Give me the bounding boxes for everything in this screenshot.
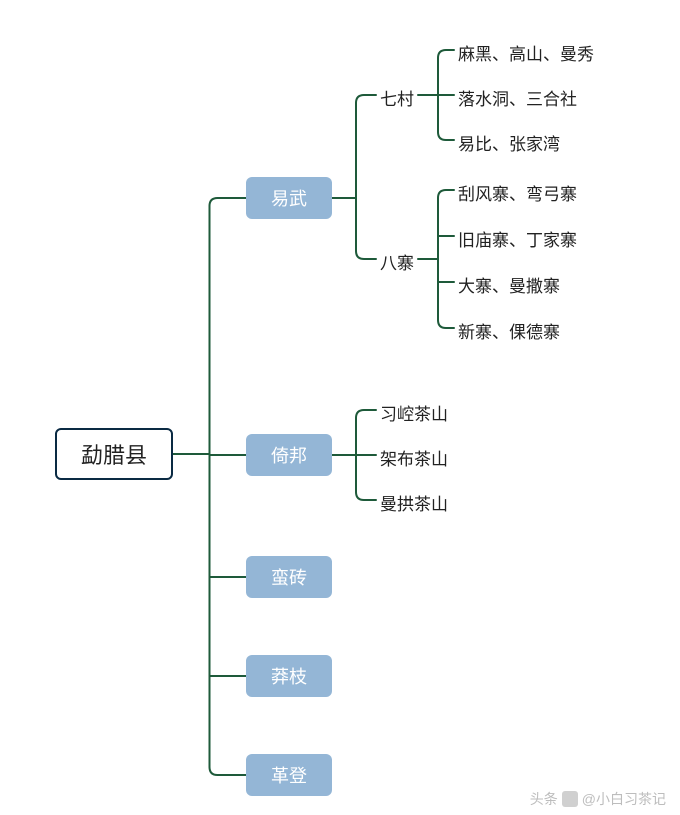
leaf-label: 架布茶山 — [380, 445, 448, 470]
level2-label: 易武 — [271, 185, 307, 211]
root-node: 勐腊县 — [55, 428, 173, 480]
leaf-label: 易比、张家湾 — [458, 130, 560, 155]
leaf-label: 刮风寨、弯弓寨 — [458, 180, 577, 205]
connector-lines — [0, 0, 680, 815]
watermark-prefix: 头条 — [530, 789, 558, 809]
watermark-icon — [562, 791, 578, 807]
level2-node-gedeng: 革登 — [246, 754, 332, 796]
level3-label-qicun: 七村 — [380, 85, 414, 110]
level2-node-yibang: 倚邦 — [246, 434, 332, 476]
level2-node-yiwu: 易武 — [246, 177, 332, 219]
leaf-label: 习崆茶山 — [380, 400, 448, 425]
leaf-label: 落水洞、三合社 — [458, 85, 577, 110]
level2-label: 蛮砖 — [271, 564, 307, 590]
leaf-label: 旧庙寨、丁家寨 — [458, 226, 577, 251]
root-label: 勐腊县 — [81, 438, 147, 470]
watermark-suffix: @小白习茶记 — [582, 789, 666, 809]
leaf-label: 麻黑、高山、曼秀 — [458, 40, 594, 65]
leaf-label: 新寨、倮德寨 — [458, 318, 560, 343]
watermark: 头条 @小白习茶记 — [530, 789, 666, 809]
level2-node-manzh: 蛮砖 — [246, 556, 332, 598]
level2-label: 莽枝 — [271, 663, 307, 689]
level2-label: 倚邦 — [271, 442, 307, 468]
level3-label-bazhai: 八寨 — [380, 249, 414, 274]
leaf-label: 曼拱茶山 — [380, 490, 448, 515]
level2-label: 革登 — [271, 762, 307, 788]
level2-node-mangzhi: 莽枝 — [246, 655, 332, 697]
leaf-label: 大寨、曼撒寨 — [458, 272, 560, 297]
